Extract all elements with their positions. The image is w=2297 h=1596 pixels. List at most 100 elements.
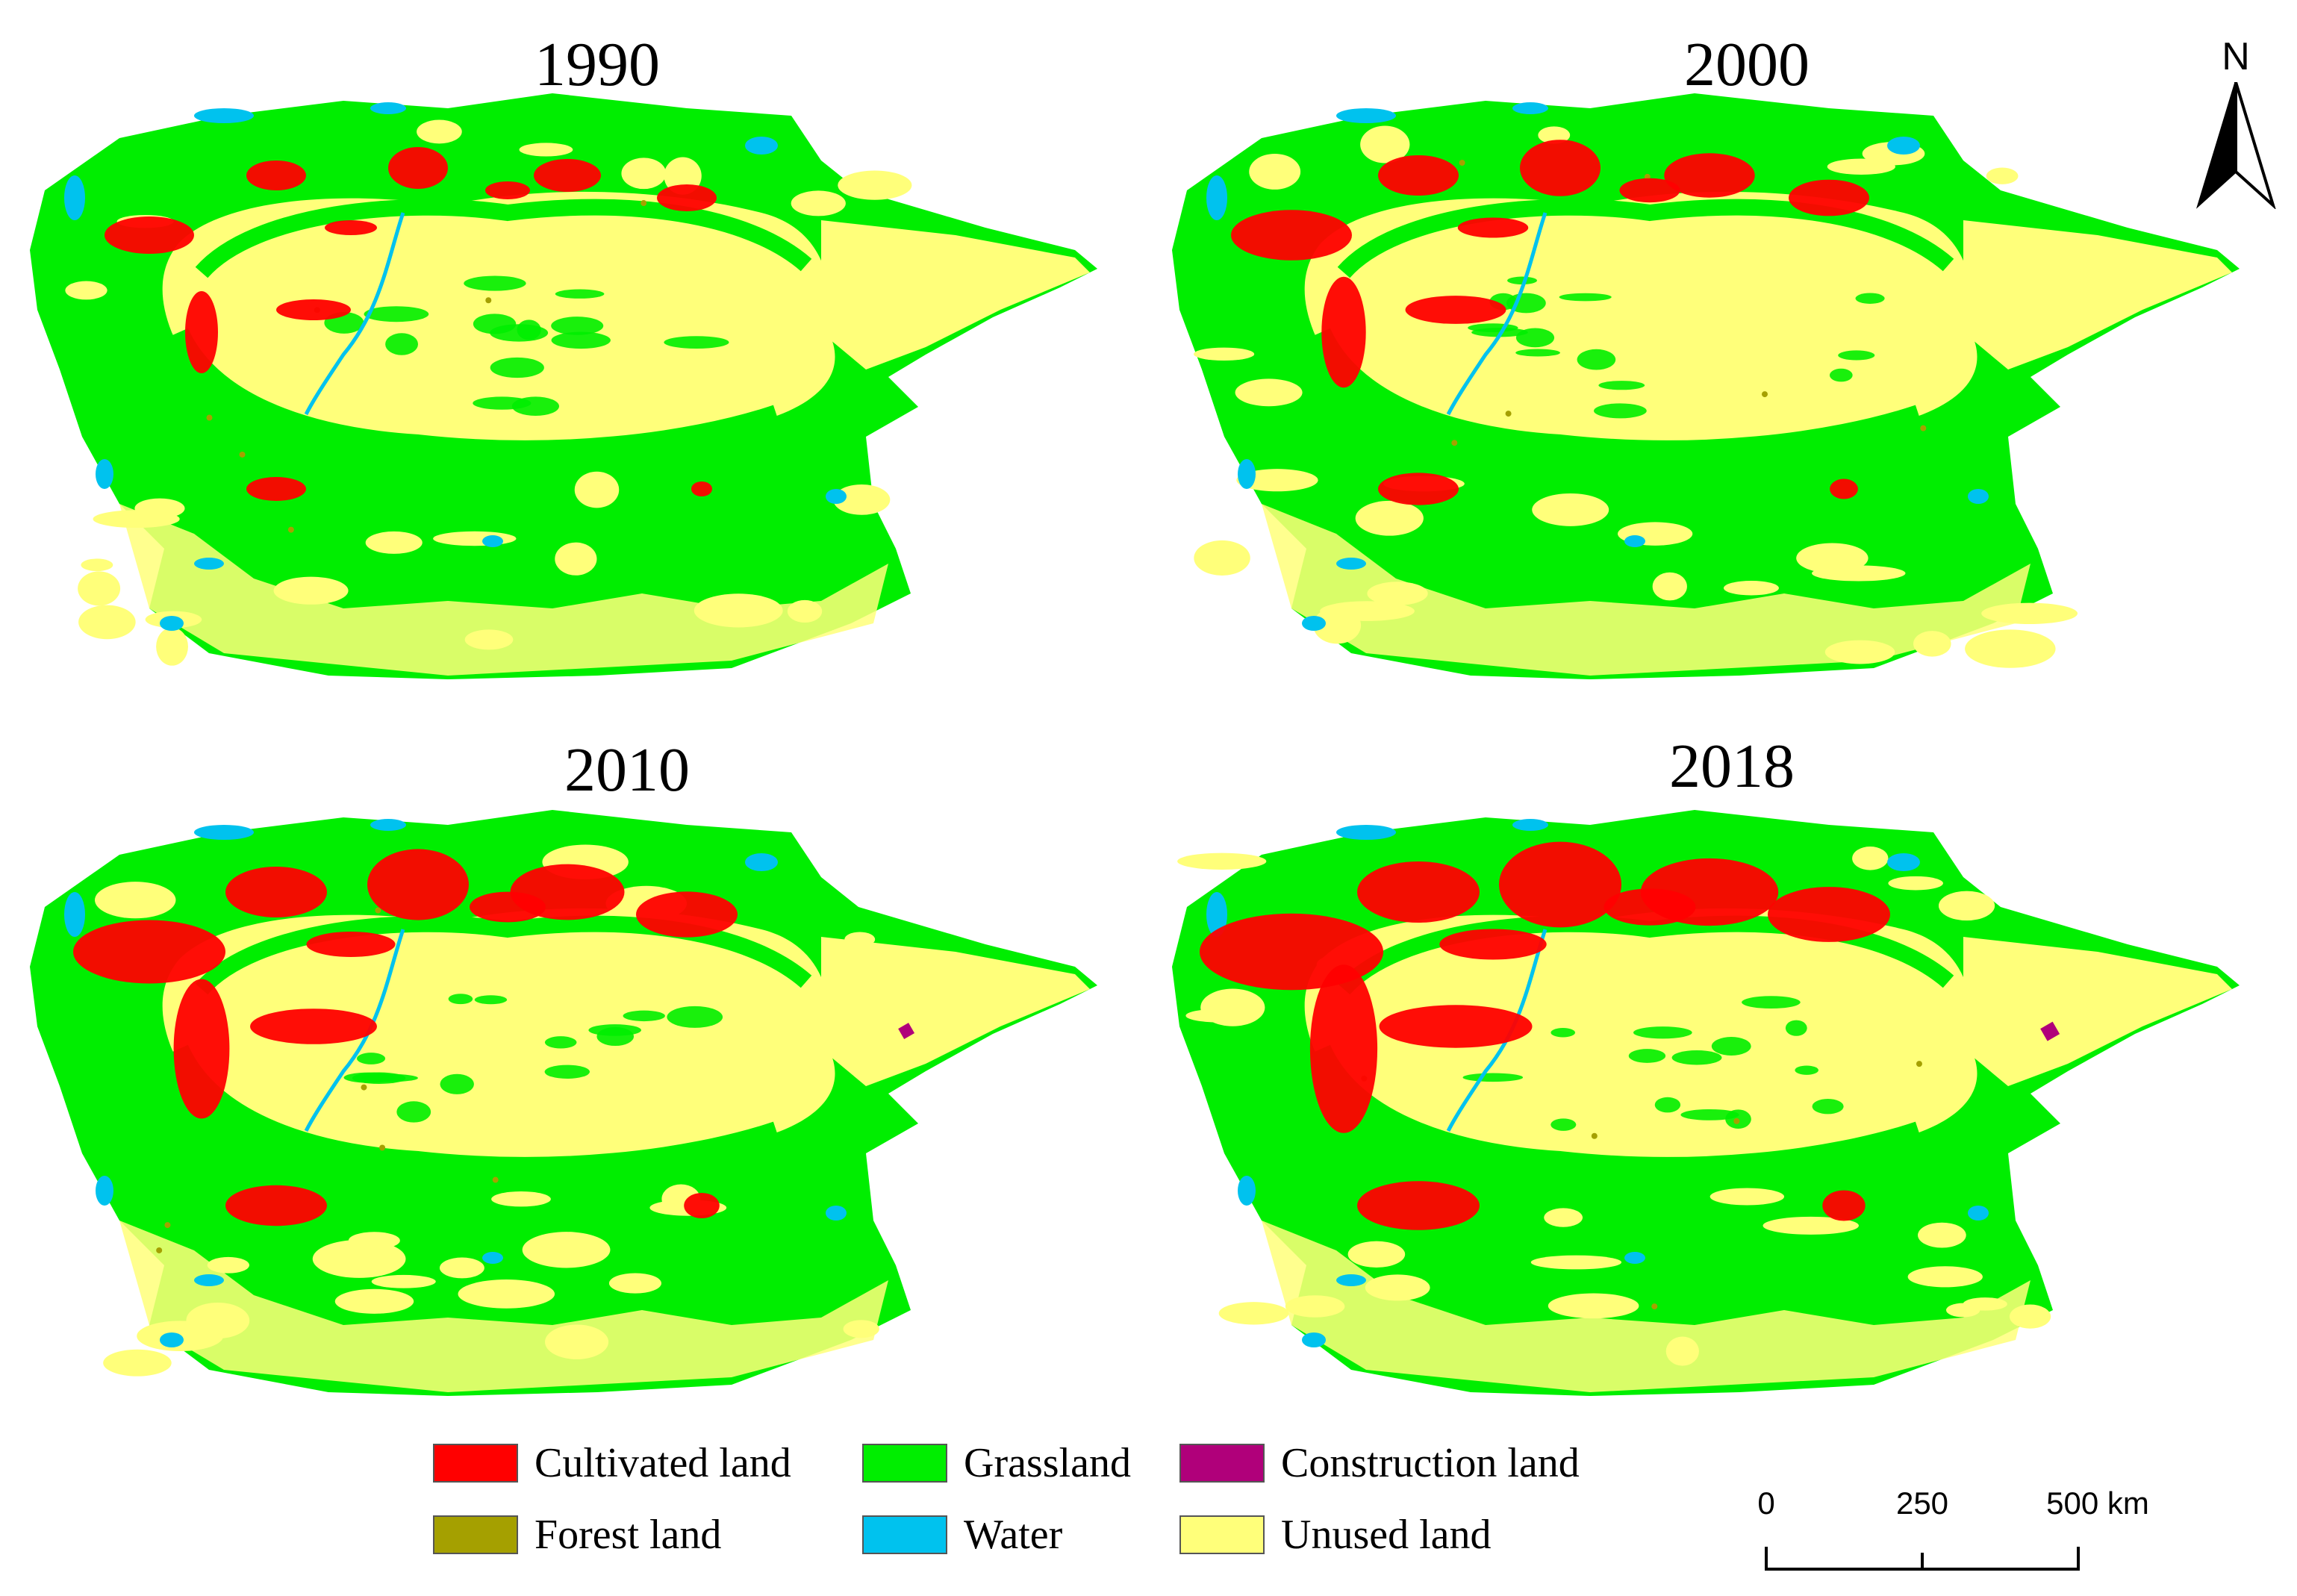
water-body (1336, 825, 1396, 840)
cultivated-patch (657, 184, 717, 211)
unused-patch (621, 158, 667, 190)
unused-patch (78, 571, 121, 606)
unused-patch (1194, 347, 1255, 361)
grassland-patch (1795, 1065, 1818, 1075)
grassland-patch (1680, 1109, 1739, 1120)
cultivated-patch (1520, 140, 1601, 196)
cultivated-patch (1822, 1190, 1866, 1221)
cultivated-patch (1378, 473, 1459, 505)
grassland-patch (490, 324, 549, 342)
cultivated-patch (388, 147, 448, 189)
cultivated-patch (367, 849, 469, 920)
cultivated-patch (325, 220, 377, 235)
unused-patch (1986, 167, 2019, 184)
grassland-patch (1506, 293, 1546, 314)
water-body (1336, 108, 1396, 123)
unused-patch (1709, 1188, 1785, 1206)
cultivated-patch (1378, 155, 1459, 196)
grassland-patch (544, 1064, 590, 1079)
grassland-patch (396, 1101, 431, 1123)
water-body (826, 1206, 847, 1221)
forest-patch (156, 1247, 163, 1253)
legend-swatch-grassland (862, 1444, 947, 1483)
desert-basin (1304, 191, 1977, 451)
water-body (194, 1274, 224, 1286)
water-body (64, 175, 85, 220)
cultivated-patch (225, 1185, 327, 1226)
river (304, 929, 405, 1132)
legend-item-forest-land: Forest land (433, 1511, 721, 1559)
cultivated-patch (1830, 479, 1858, 499)
unused-patch (433, 531, 517, 546)
unused-patch (1236, 469, 1318, 492)
unused-patch (608, 1273, 662, 1294)
unused-patch (491, 1191, 551, 1207)
legend-item-cultivated-land: Cultivated land (433, 1439, 791, 1487)
water-body (160, 1332, 184, 1347)
unused-patch (348, 1232, 400, 1250)
grassland-ring-south (170, 1044, 780, 1176)
grassland-patch (440, 1073, 474, 1094)
cultivated-patch (1231, 210, 1352, 261)
unused-patch (1907, 1266, 1983, 1288)
water-body (1336, 1274, 1366, 1286)
unused-patch (334, 1288, 414, 1314)
desert-basin (1304, 908, 1977, 1168)
land-use-map-2018 (1172, 802, 2292, 1415)
grassland-patch (551, 331, 611, 349)
river (1446, 212, 1548, 416)
cultivated-patch (1457, 217, 1529, 238)
grassland-ring-north (1337, 915, 1954, 995)
unused-patch (1548, 1293, 1639, 1319)
forest-patch (1651, 1303, 1658, 1310)
unused-patch (1532, 493, 1609, 526)
grassland-patch (511, 396, 559, 416)
grassland-ring-north (195, 199, 812, 278)
unused-patch (1194, 540, 1250, 576)
water-body (745, 137, 778, 155)
grassland-patch (448, 994, 473, 1005)
land-use-map-1990 (30, 86, 1150, 698)
cultivated-patch (250, 1009, 377, 1044)
grassland-ring-south (1312, 328, 1922, 460)
legend-swatch-cultivated-land (433, 1444, 518, 1483)
unused-patch (522, 1232, 611, 1268)
grassland-patch (1577, 349, 1616, 370)
unused-patch (1763, 1216, 1860, 1235)
water-body (96, 459, 113, 489)
grassland-patch (1507, 276, 1537, 285)
water-body (1206, 892, 1227, 937)
grassland-patch (356, 1053, 386, 1064)
southern-unused (119, 1221, 888, 1392)
unused-patch (95, 882, 176, 919)
unused-patch (1723, 580, 1779, 596)
water-body (1336, 558, 1366, 570)
scale-label-250: 250 (1895, 1486, 1949, 1521)
unused-patch (1249, 153, 1301, 190)
grassland-patch (1550, 1118, 1577, 1131)
desert-basin (162, 908, 835, 1168)
unused-patch (1235, 378, 1303, 407)
forest-patch (1761, 391, 1768, 398)
grassland-patch (1829, 368, 1853, 382)
cultivated-patch (246, 477, 306, 501)
cultivated-patch (105, 216, 194, 254)
water-body (826, 489, 847, 504)
cultivated-patch (485, 181, 530, 199)
grassland-patch (1550, 1028, 1576, 1038)
cultivated-patch (1405, 296, 1506, 324)
forest-patch (375, 907, 381, 914)
unused-patch (1185, 1009, 1251, 1023)
water-body (370, 819, 406, 831)
unused-patch (371, 1274, 436, 1288)
unused-patch (791, 190, 846, 216)
legend-label-cultivated-land: Cultivated land (534, 1440, 791, 1486)
unused-patch (458, 1279, 555, 1309)
forest-patch (206, 414, 213, 421)
grassland-patch (1515, 349, 1560, 357)
cultivated-patch (684, 1193, 720, 1218)
unused-patch (78, 605, 136, 640)
grassland-patch (1633, 1026, 1692, 1039)
cultivated-patch (1439, 929, 1547, 960)
unused-patch (1652, 572, 1687, 601)
